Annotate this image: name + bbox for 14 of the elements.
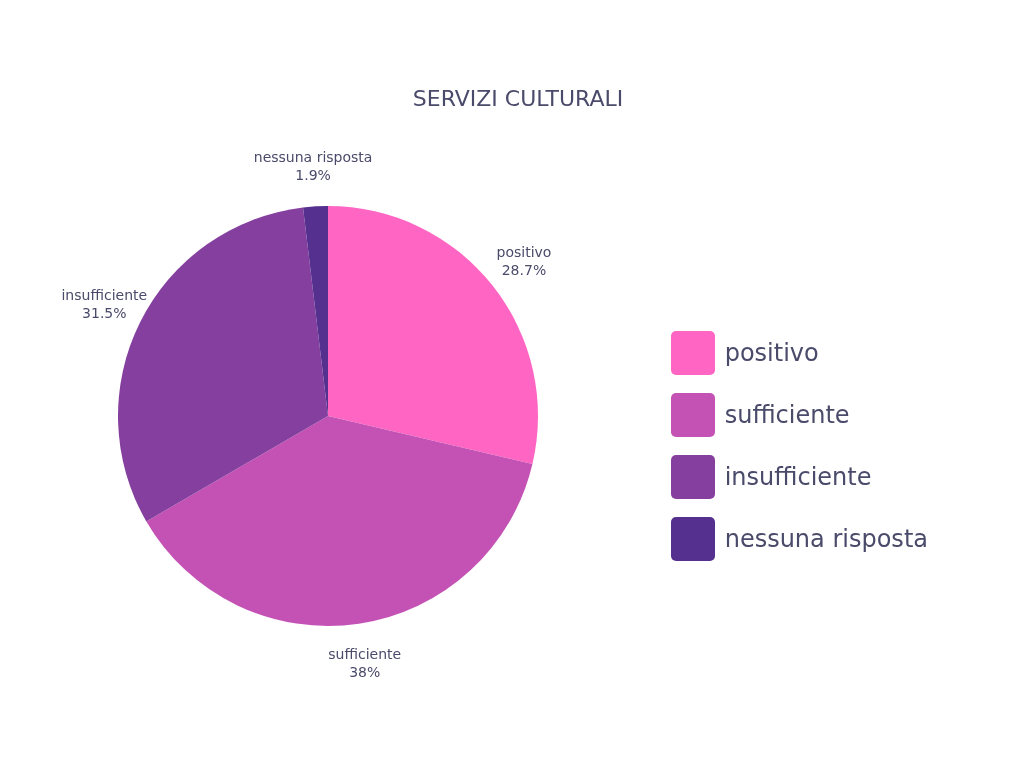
slice-label: insufficiente: [61, 287, 148, 304]
slice-label: positivo: [496, 243, 552, 260]
legend-label: positivo: [724, 339, 819, 367]
legend-label: sufficiente: [724, 401, 850, 429]
legend-label: insufficiente: [724, 463, 872, 491]
chart-title: SERVIZI CULTURALI: [411, 85, 625, 113]
pie-slice: [146, 416, 533, 626]
slice-label: sufficiente: [328, 646, 402, 663]
data-label: 38%: [349, 664, 381, 681]
data-label: 31.5%: [82, 305, 127, 322]
legend-label: nessuna risposta: [724, 525, 928, 553]
data-label: 1.9%: [295, 167, 331, 184]
data-label: 28.7%: [501, 261, 547, 278]
slice-label: nessuna risposta: [253, 149, 373, 166]
